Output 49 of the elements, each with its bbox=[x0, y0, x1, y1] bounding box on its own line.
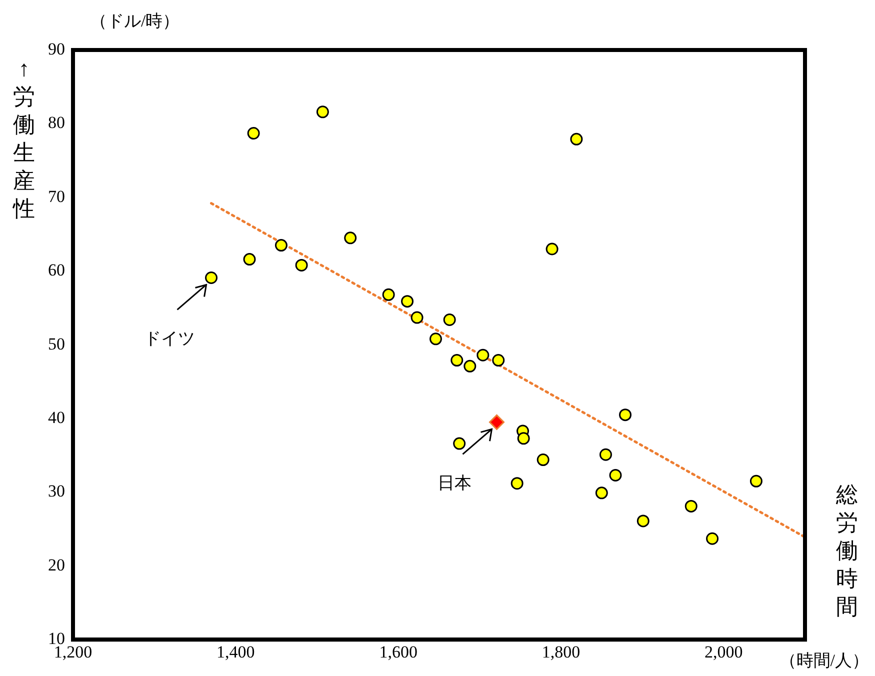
point bbox=[401, 295, 414, 308]
text: （ドル/時） bbox=[90, 11, 180, 30]
point bbox=[205, 271, 218, 284]
point bbox=[443, 313, 456, 326]
point bbox=[247, 127, 260, 140]
annotation: 日本 bbox=[438, 474, 472, 493]
point bbox=[706, 532, 719, 545]
y-tick-label: 70 bbox=[48, 186, 65, 206]
y-tick-label: 30 bbox=[48, 482, 65, 501]
point bbox=[464, 360, 476, 372]
y-axis-title: ↑労働生産性 bbox=[12, 56, 35, 221]
text: （時間/人） bbox=[779, 651, 869, 670]
point bbox=[510, 477, 524, 490]
annotation: ドイツ bbox=[144, 329, 195, 348]
y-tick-label: 60 bbox=[48, 260, 65, 280]
point bbox=[619, 408, 632, 422]
point bbox=[344, 232, 357, 244]
point bbox=[492, 354, 505, 367]
point bbox=[546, 242, 558, 256]
point bbox=[429, 332, 442, 346]
point bbox=[536, 454, 550, 466]
x-tick-label: 1,400 bbox=[216, 642, 255, 662]
point bbox=[450, 354, 464, 367]
point bbox=[410, 311, 424, 324]
point bbox=[316, 106, 329, 118]
y-tick-label: 90 bbox=[48, 39, 65, 58]
x-tick-label: 1,600 bbox=[379, 642, 418, 662]
point bbox=[274, 239, 288, 252]
point bbox=[295, 258, 308, 272]
point bbox=[517, 432, 530, 445]
point bbox=[488, 414, 504, 430]
point bbox=[243, 253, 256, 266]
point bbox=[570, 132, 583, 146]
point bbox=[636, 514, 650, 528]
point bbox=[595, 486, 608, 500]
point bbox=[599, 448, 612, 461]
point bbox=[453, 437, 466, 450]
x-axis-title: 総労働時間 bbox=[835, 482, 858, 619]
point bbox=[382, 288, 395, 301]
point bbox=[684, 500, 698, 512]
point bbox=[609, 469, 622, 482]
y-tick-label: 50 bbox=[48, 334, 65, 354]
y-tick-label: 40 bbox=[48, 408, 65, 427]
y-tick-label: 20 bbox=[48, 555, 65, 574]
point bbox=[476, 348, 490, 362]
x-tick-label: 2,000 bbox=[704, 642, 743, 662]
y-tick-label: 80 bbox=[48, 113, 65, 132]
x-tick-label: 1,800 bbox=[542, 642, 580, 662]
point bbox=[750, 474, 762, 488]
